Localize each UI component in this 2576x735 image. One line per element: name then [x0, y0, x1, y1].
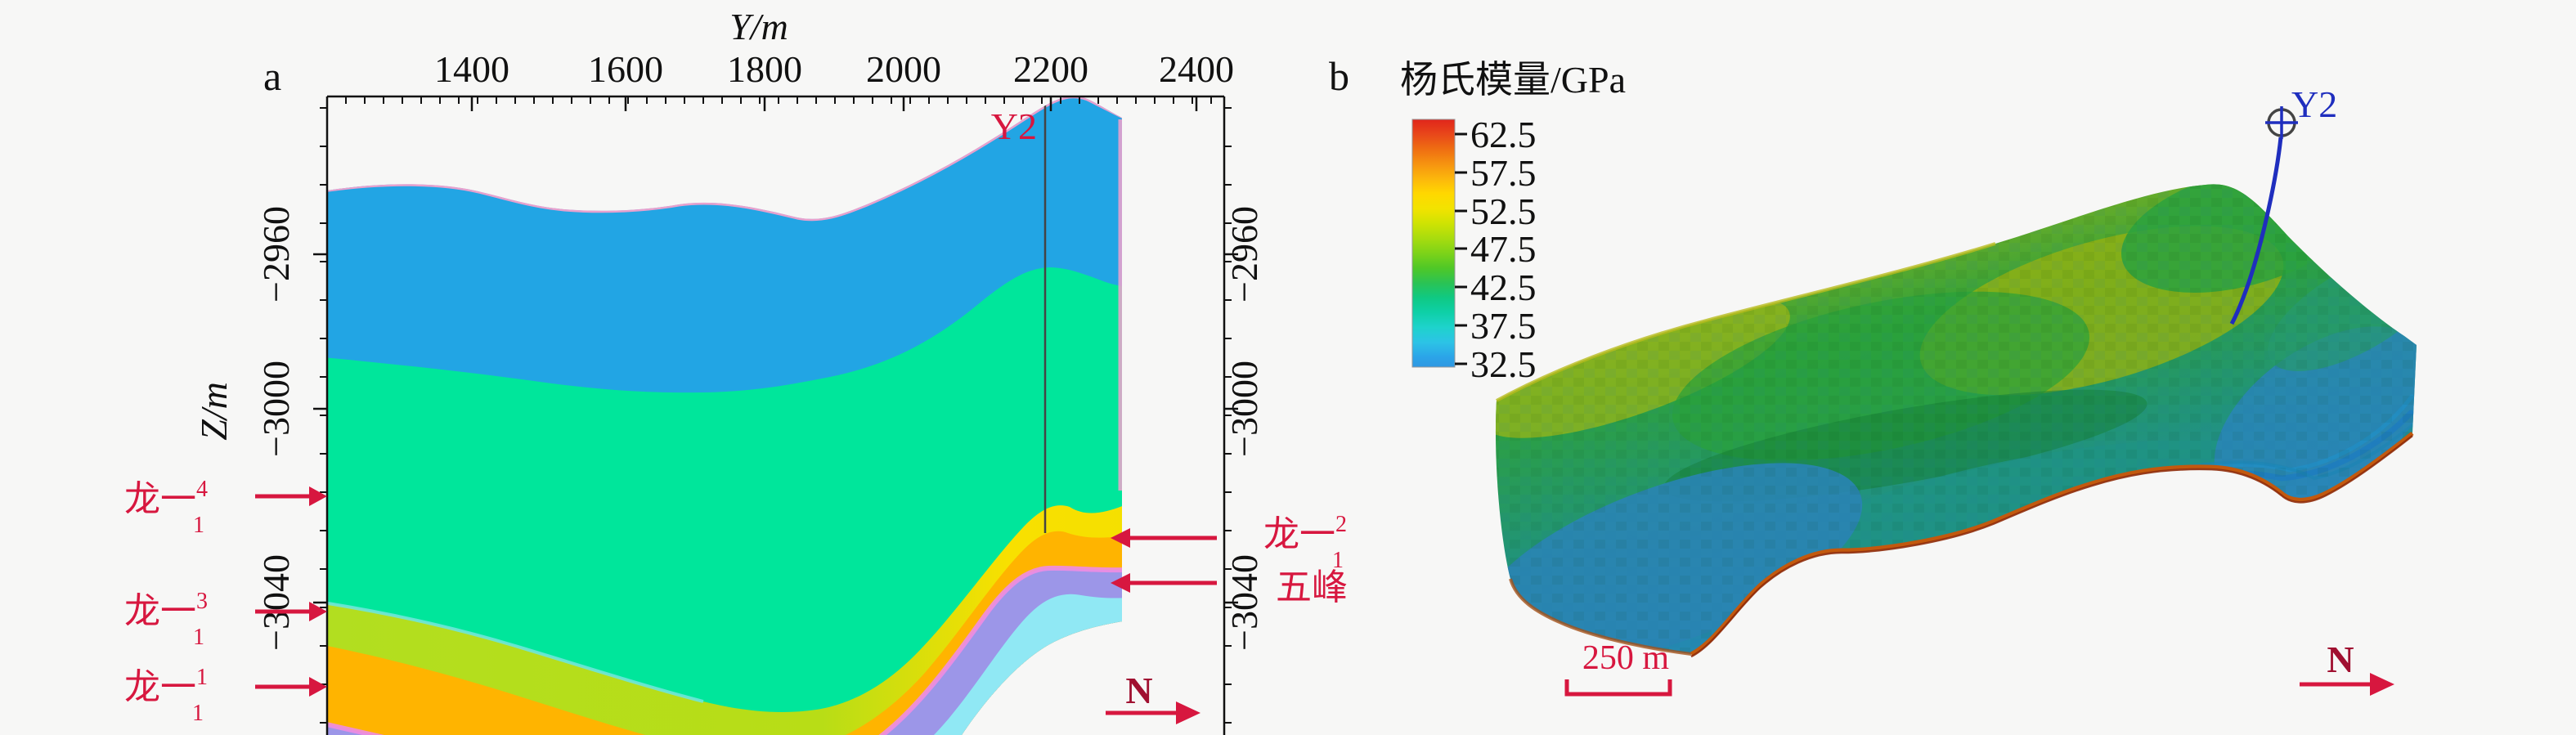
- ann-base: 龙一: [124, 591, 196, 631]
- legend-tick-37-5: 37.5: [1470, 305, 1537, 347]
- annotation-long1-3: 龙一3 1: [124, 589, 327, 650]
- scale-label: 250 m: [1582, 639, 1670, 677]
- terrain-lobe-edge: [1509, 578, 1692, 656]
- ann-arrow-head: [309, 677, 327, 697]
- terrain-surface: [1495, 184, 2417, 658]
- well-y2-b: Y2: [2229, 83, 2337, 325]
- legend-tick-62-5: 62.5: [1470, 114, 1537, 155]
- y-tick-left-3000: −3000: [255, 361, 297, 457]
- x-tick-2400: 2400: [1159, 48, 1234, 90]
- legend-title: 杨氏模量/GPa: [1400, 59, 1626, 101]
- y-tick-labels-right: −2960 −3000 −3040: [1223, 206, 1265, 651]
- ann-arrow-head: [309, 602, 327, 621]
- x-tick-1600: 1600: [588, 48, 663, 90]
- north-label-a: N: [1125, 670, 1152, 711]
- legend-tickmarks: [1455, 132, 1467, 365]
- ann-arrow-head: [309, 486, 327, 506]
- legend-tick-47-5: 47.5: [1470, 228, 1537, 270]
- ann-sup: 2: [1335, 512, 1347, 537]
- ann-sub: 1: [193, 513, 204, 538]
- scale-bracket: [1564, 679, 1672, 697]
- y-tick-right-3040: −3040: [1223, 554, 1265, 651]
- y-tick-left-2960: −2960: [255, 206, 297, 303]
- boundary-magenta-line: [327, 565, 1122, 735]
- y-tick-labels-left: −2960 −3000 −3040: [255, 206, 297, 651]
- panel-a-cross-section: 1400 1600 1800 2000 2200 2400 −2960 −300…: [124, 6, 1348, 735]
- north-indicator-a: N: [1106, 670, 1200, 724]
- legend-tick-42-5: 42.5: [1470, 267, 1537, 308]
- north-label-b: N: [2327, 639, 2354, 680]
- well-label-a: Y2: [991, 105, 1037, 147]
- x-tick-1800: 1800: [727, 48, 802, 90]
- annotation-long1-1: 龙一1 1: [124, 665, 327, 726]
- scale-bar: 250 m: [1564, 639, 1672, 697]
- legend-tick-32-5: 32.5: [1470, 343, 1537, 385]
- annotation-long1-4: 龙一4 1: [124, 477, 327, 538]
- svg-text:五峰: 五峰: [1276, 567, 1348, 607]
- axis-ticks: [313, 96, 1238, 724]
- x-axis-title: Y/m: [729, 6, 788, 47]
- panel-b-3d-model: b 杨氏模量/GPa 62.5 57.5 52.5 47.5 42.5 37.5…: [1329, 53, 2417, 697]
- ann-sub: 1: [192, 701, 203, 726]
- ann-sup: 4: [196, 477, 208, 502]
- y-tick-right-3000: −3000: [1223, 361, 1265, 457]
- panel-a-letter: a: [263, 53, 281, 99]
- legend-colorbar: [1411, 119, 1456, 368]
- x-tick-1400: 1400: [434, 48, 509, 90]
- annotation-wufeng: 五峰: [1111, 567, 1348, 607]
- section-layers: [327, 96, 1122, 735]
- well-track-b: [2229, 137, 2283, 325]
- legend-tick-52-5: 52.5: [1470, 190, 1537, 232]
- legend-young-modulus: 杨氏模量/GPa 62.5 57.5 52.5 47.5 42.5 37.5 3…: [1400, 59, 1626, 385]
- terrain-bottom-edge-red: [1690, 435, 2413, 658]
- ann-arrow-head: [1111, 528, 1130, 548]
- ann-sup: 3: [196, 589, 208, 614]
- north-arrow-head-a: [1176, 701, 1200, 724]
- ann-sub: 1: [193, 625, 204, 650]
- annotation-long1-2: 龙一2 1: [1111, 512, 1347, 573]
- terrain-bottom-edge-orange: [1690, 432, 2414, 657]
- well-label-b: Y2: [2291, 83, 2337, 125]
- ann-sup: 1: [196, 665, 207, 690]
- ann-base: 五峰: [1276, 567, 1348, 607]
- x-tick-labels: 1400 1600 1800 2000 2200 2400: [434, 48, 1234, 90]
- ann-base: 龙一: [124, 667, 196, 707]
- north-arrow-head-b: [2370, 673, 2394, 696]
- y-tick-left-3040: −3040: [255, 554, 297, 651]
- y-axis-title: Z/m: [193, 382, 235, 441]
- legend-tick-57-5: 57.5: [1470, 152, 1537, 194]
- ann-arrow-head: [1111, 573, 1130, 593]
- ann-sub: 1: [1332, 548, 1344, 573]
- north-indicator-b: N: [2300, 639, 2394, 696]
- ann-base: 龙一: [124, 479, 196, 519]
- y-tick-right-2960: −2960: [1223, 206, 1265, 303]
- legend-tick-labels: 62.5 57.5 52.5 47.5 42.5 37.5 32.5: [1470, 114, 1537, 385]
- ann-base: 龙一: [1263, 514, 1335, 554]
- boundary-cyan-line: [327, 601, 704, 703]
- terrain-mottle: [1495, 184, 2417, 655]
- x-tick-2000: 2000: [866, 48, 941, 90]
- x-tick-2200: 2200: [1013, 48, 1088, 90]
- panel-b-letter: b: [1329, 53, 1349, 99]
- terrain-topleft-edge: [1496, 242, 1996, 402]
